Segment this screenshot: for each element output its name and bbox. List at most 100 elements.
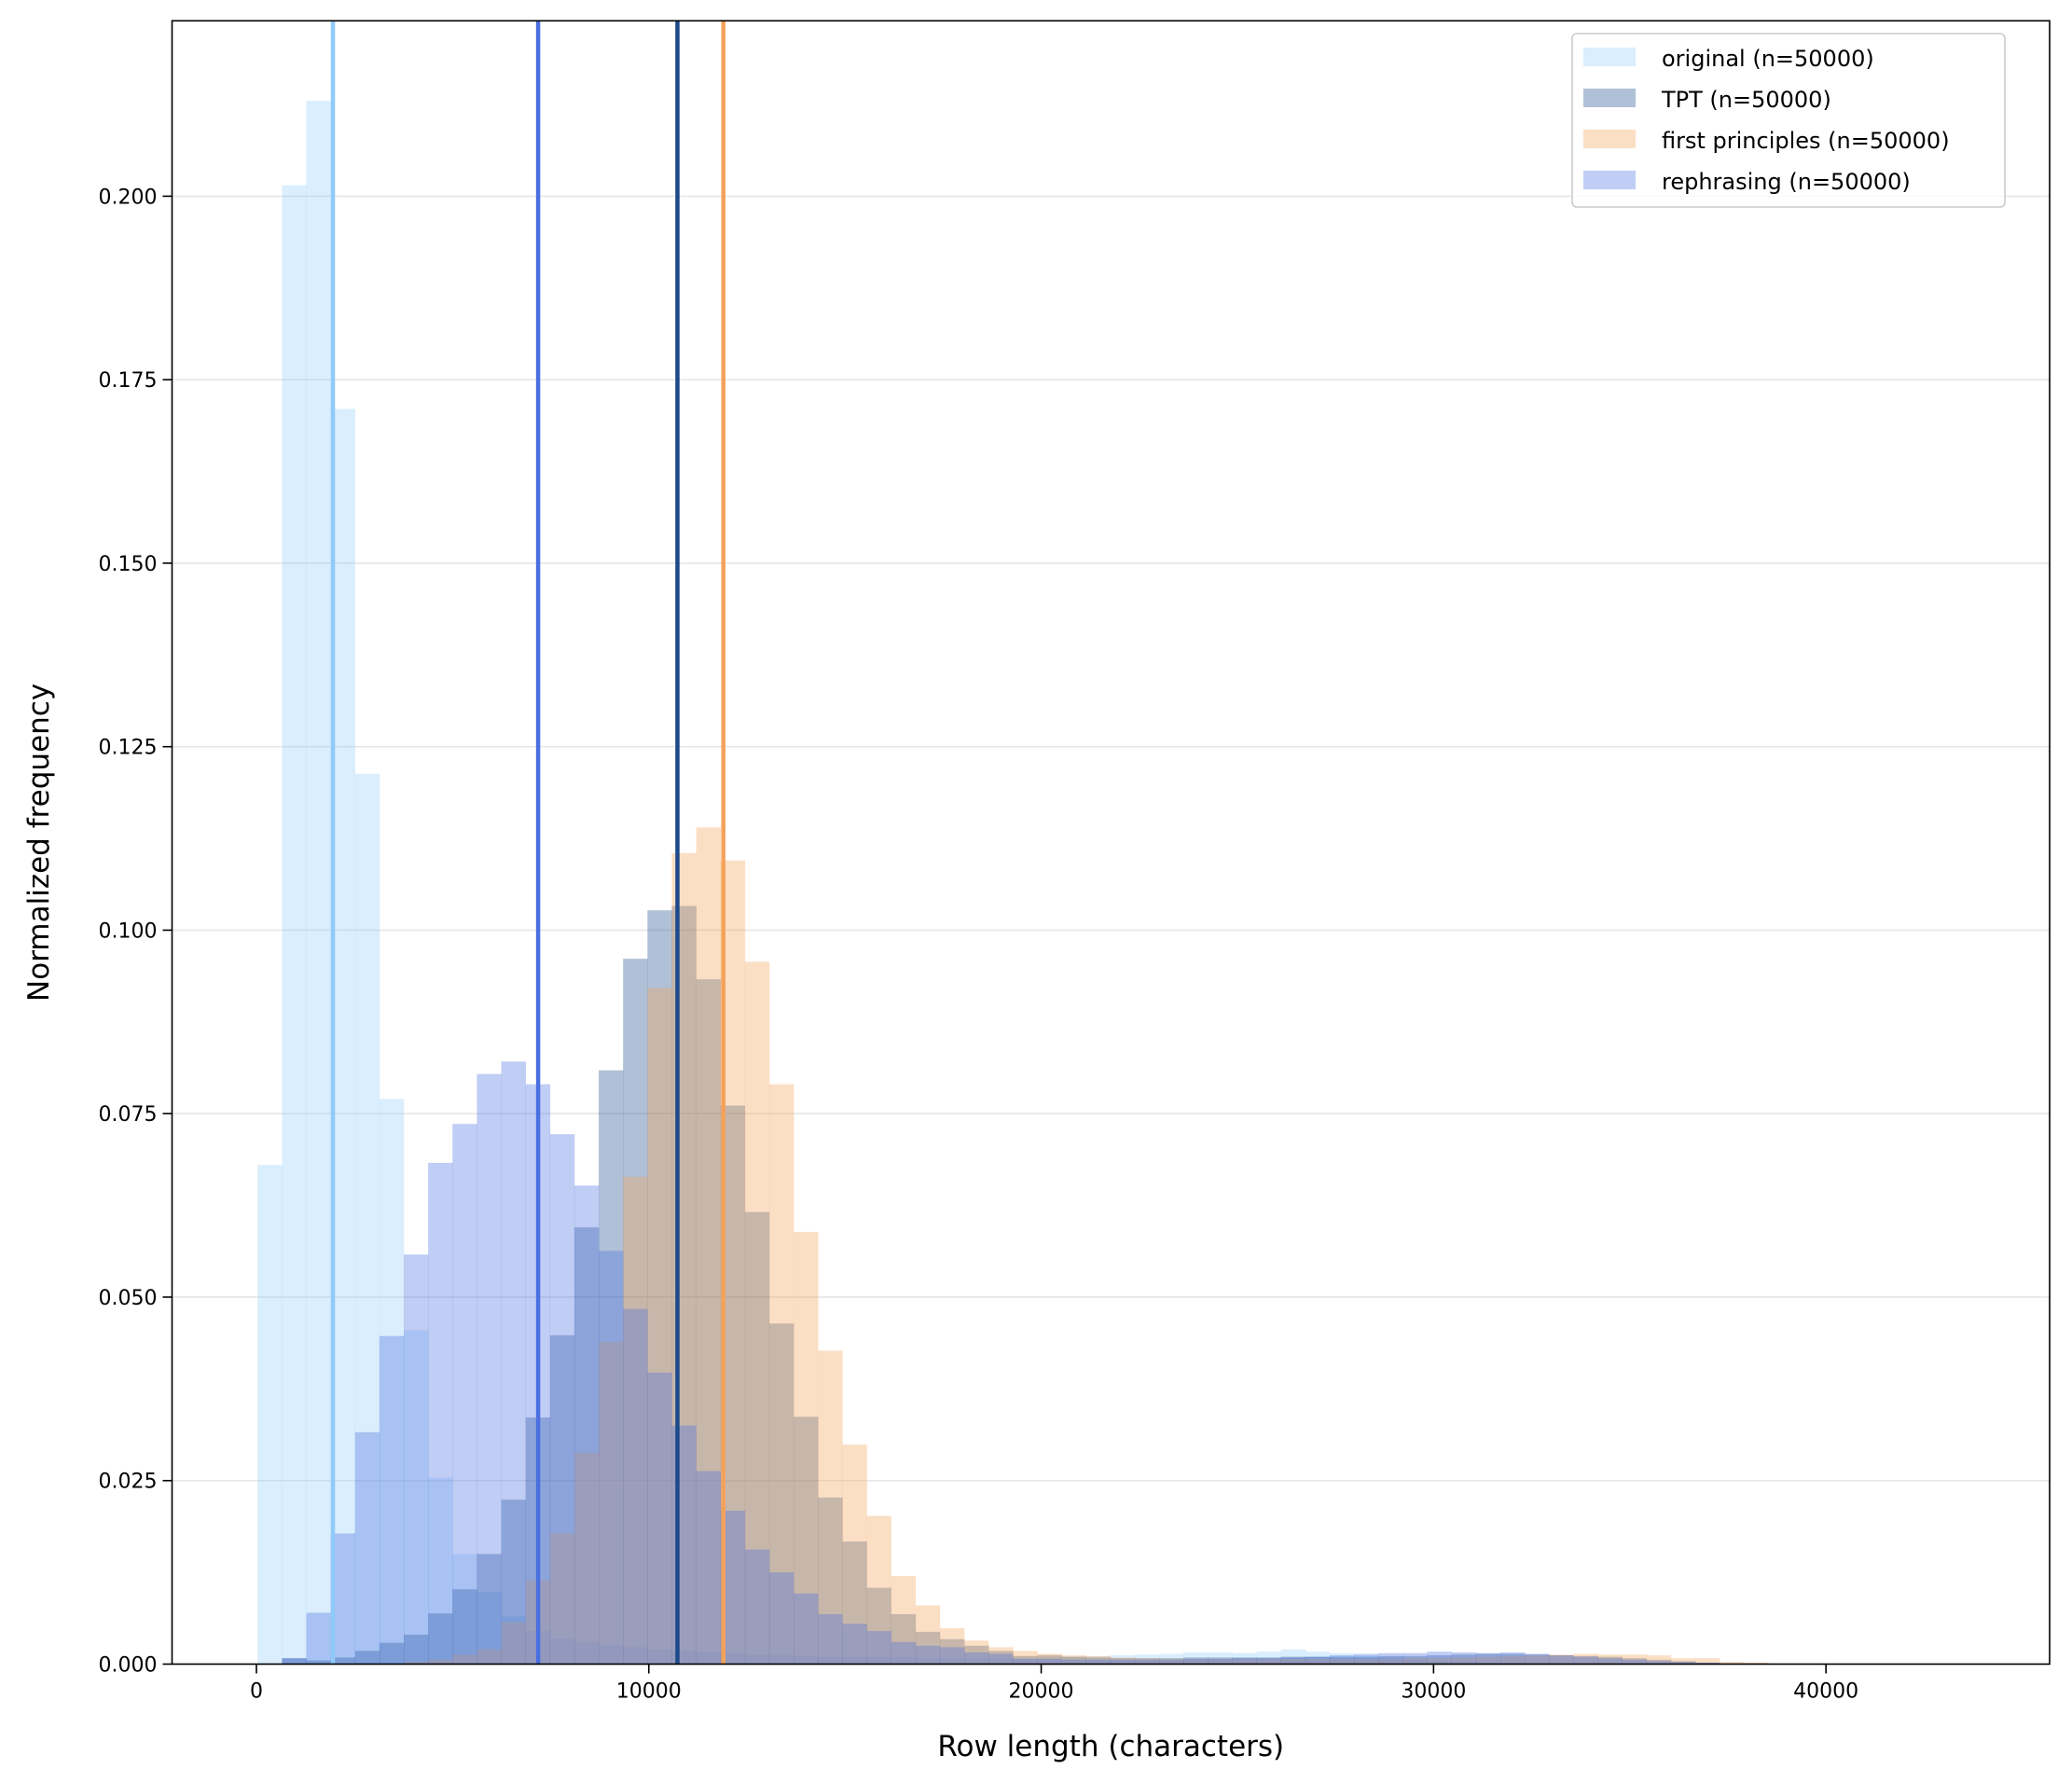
bar-original (866, 1657, 891, 1665)
bar-tpt (1622, 1658, 1648, 1665)
bar-tpt (647, 910, 672, 1665)
mean-lines (330, 21, 725, 1665)
bar-original (379, 1099, 405, 1665)
bar-tpt (1549, 1655, 1574, 1665)
bar-first-principles (794, 1231, 819, 1665)
bar-original (501, 1616, 526, 1665)
bar-rephrasing (1354, 1653, 1379, 1665)
bar-original (891, 1657, 917, 1665)
bar-original (1451, 1662, 1477, 1665)
y-tick-label: 0.150 (99, 553, 158, 576)
bar-original (452, 1554, 477, 1665)
bar-first-principles (1525, 1655, 1550, 1665)
bar-tpt (1499, 1653, 1526, 1665)
bar-original (1354, 1655, 1379, 1665)
y-tick-label: 0.000 (99, 1654, 158, 1678)
bar-rephrasing (306, 1612, 331, 1665)
bar-tpt (1061, 1656, 1086, 1665)
bar-rephrasing (1549, 1655, 1574, 1665)
bar-first-principles (744, 961, 770, 1665)
bar-tpt (794, 1417, 819, 1665)
bar-original (939, 1658, 965, 1665)
bar-original (477, 1592, 502, 1665)
bar-tpt (599, 1070, 624, 1665)
bar-first-principles (1183, 1658, 1209, 1665)
bar-tpt (1134, 1658, 1160, 1665)
bar-original (549, 1638, 575, 1665)
bar-original (696, 1652, 722, 1665)
bar-rephrasing (964, 1652, 989, 1665)
bar-tpt (1475, 1653, 1501, 1665)
bar-tpt (573, 1227, 600, 1665)
bar-rephrasing (1402, 1652, 1428, 1665)
bar-rephrasing (428, 1162, 453, 1665)
bar-first-principles (1354, 1658, 1379, 1665)
bar-first-principles (1037, 1653, 1062, 1665)
bar-original (1280, 1649, 1306, 1665)
bar-tpt (964, 1645, 989, 1665)
x-tick-label: 30000 (1401, 1680, 1466, 1704)
bar-rephrasing (379, 1335, 405, 1665)
bar-first-principles (1475, 1656, 1501, 1665)
bar-original (1159, 1653, 1184, 1665)
bar-first-principles (1256, 1658, 1282, 1665)
bar-rephrasing (1622, 1659, 1648, 1665)
bar-original (768, 1655, 794, 1665)
y-tick-label: 0.125 (99, 737, 158, 760)
bar-first-principles (1694, 1658, 1720, 1665)
bar-tpt (1232, 1657, 1257, 1665)
bar-first-principles (1305, 1658, 1331, 1665)
legend: original (n=50000) TPT (n=50000) first p… (1571, 33, 2006, 208)
bar-rephrasing (1232, 1658, 1257, 1665)
bar-tpt (1330, 1656, 1355, 1665)
bar-tpt (842, 1541, 867, 1665)
bar-original (1378, 1657, 1403, 1665)
bar-tpt (1427, 1655, 1452, 1665)
series-original (257, 101, 1672, 1665)
bar-original (404, 1330, 429, 1665)
bar-tpt (282, 1658, 307, 1665)
bar-rephrasing (794, 1593, 819, 1665)
bar-rephrasing (1183, 1658, 1209, 1665)
bar-first-principles (1499, 1655, 1526, 1665)
bar-original (306, 101, 331, 1665)
bar-first-principles (842, 1444, 867, 1665)
bar-rephrasing (1256, 1658, 1282, 1665)
bar-tpt (1305, 1656, 1331, 1665)
y-tick-label: 0.075 (99, 1103, 158, 1126)
bar-original (964, 1658, 989, 1665)
bar-original (1330, 1652, 1355, 1665)
bar-rephrasing (1378, 1652, 1403, 1665)
bar-first-principles (549, 1533, 575, 1665)
bar-tpt (1451, 1654, 1477, 1665)
legend-swatch-tpt (1583, 89, 1636, 107)
bar-original (1110, 1655, 1136, 1665)
bar-original (1427, 1661, 1452, 1665)
y-tick-label: 0.100 (99, 919, 158, 943)
bar-original (1402, 1659, 1428, 1665)
bar-rephrasing (1305, 1656, 1331, 1665)
bar-tpt (623, 959, 648, 1665)
bar-rephrasing (404, 1254, 429, 1665)
bar-tpt (1159, 1658, 1184, 1665)
bar-first-principles (1549, 1654, 1574, 1665)
bar-rephrasing (1013, 1658, 1038, 1665)
bar-first-principles (647, 988, 672, 1665)
legend-label-first-principles: first principles (n=50000) (1662, 128, 1950, 154)
legend-swatch-first-principles (1583, 130, 1636, 148)
bar-first-principles (891, 1576, 917, 1665)
bar-tpt (915, 1631, 941, 1665)
bar-tpt (1573, 1655, 1598, 1665)
bar-rephrasing (696, 1471, 722, 1665)
bar-original (794, 1655, 819, 1665)
legend-swatch-rephrasing (1583, 171, 1636, 189)
bar-rephrasing (1037, 1658, 1062, 1665)
histogram-bars (257, 101, 1817, 1665)
bar-tpt (1402, 1655, 1428, 1665)
bar-original (1232, 1652, 1257, 1665)
bar-rephrasing (1280, 1657, 1306, 1665)
x-tick-label: 40000 (1793, 1680, 1858, 1704)
bar-original (1305, 1652, 1331, 1665)
bar-first-principles (1646, 1655, 1672, 1665)
bar-original (1085, 1655, 1112, 1665)
